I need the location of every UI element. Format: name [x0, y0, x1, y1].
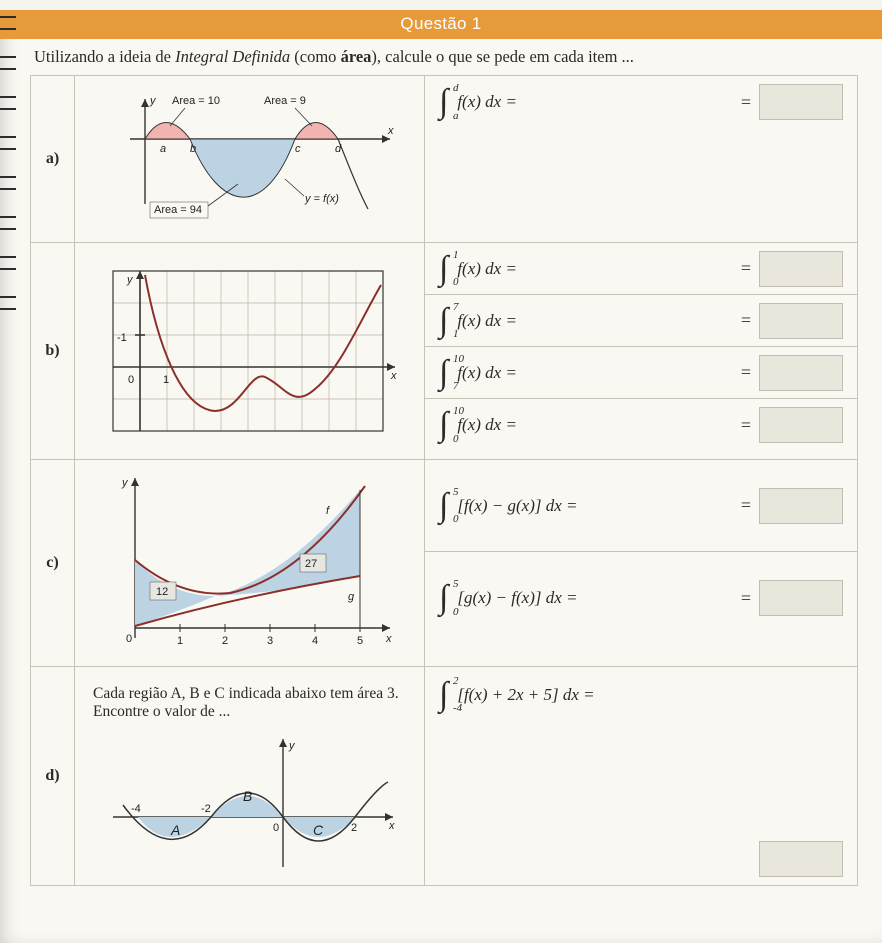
svg-text:2: 2 [351, 822, 357, 834]
label-b: b) [31, 243, 75, 459]
qline-b-4: ∫100f(x) dx = = [425, 399, 857, 451]
question-title: Questão 1 [400, 14, 481, 33]
integral-a: ∫da f(x) dx = [439, 88, 517, 115]
figure-a: a b c d x y Area = 10 Area = 9 Area = 94… [75, 76, 425, 242]
spiral-binding [0, 10, 20, 943]
svg-text:3: 3 [267, 635, 273, 647]
figure-d: Cada região A, B e C indicada abaixo tem… [75, 667, 425, 885]
svg-text:1: 1 [163, 374, 169, 386]
row-b: b) [31, 243, 857, 460]
svg-text:2: 2 [222, 635, 228, 647]
worksheet-page: Questão 1 Utilizando a ideia de Integral… [0, 10, 882, 943]
qline-c-1: ∫50[f(x) − g(x)] dx = = [425, 460, 857, 552]
svg-text:x: x [387, 125, 394, 137]
row-d: d) Cada região A, B e C indicada abaixo … [31, 667, 857, 885]
svg-text:0: 0 [126, 633, 132, 645]
svg-text:x: x [390, 370, 397, 382]
svg-text:0: 0 [128, 374, 134, 386]
svg-text:A: A [170, 822, 180, 838]
qline-d-1: ∫2-4[f(x) + 2x + 5] dx = [425, 667, 857, 719]
svg-text:C: C [313, 822, 324, 838]
svg-text:B: B [243, 788, 252, 804]
figure-c: 0 1 2 3 4 5 x y [75, 460, 425, 666]
questions-d: ∫2-4[f(x) + 2x + 5] dx = [425, 667, 857, 885]
svg-text:-2: -2 [201, 803, 211, 815]
svg-text:12: 12 [156, 586, 168, 598]
answer-box-b2[interactable] [759, 303, 843, 339]
answer-box-d[interactable] [759, 841, 843, 877]
svg-text:c: c [295, 143, 301, 155]
svg-text:0: 0 [273, 822, 279, 834]
questions-b: ∫10f(x) dx = = ∫71f(x) dx = = ∫107f(x) d… [425, 243, 857, 459]
label-a: a) [31, 76, 75, 242]
qline-d-ans [425, 833, 857, 885]
answer-box-c1[interactable] [759, 488, 843, 524]
svg-text:Area = 94: Area = 94 [154, 204, 202, 216]
answer-box-b4[interactable] [759, 407, 843, 443]
svg-text:y: y [149, 95, 157, 107]
svg-text:27: 27 [305, 558, 317, 570]
label-d: d) [31, 667, 75, 885]
label-c: c) [31, 460, 75, 666]
answer-box-a[interactable] [759, 84, 843, 120]
svg-text:b: b [190, 143, 196, 155]
svg-text:a: a [160, 143, 166, 155]
answer-box-b1[interactable] [759, 251, 843, 287]
intro-text: Utilizando a ideia de Integral Definida … [0, 47, 882, 75]
svg-text:-1: -1 [117, 332, 127, 344]
svg-text:x: x [385, 633, 392, 645]
svg-text:1: 1 [177, 635, 183, 647]
svg-text:Area = 10: Area = 10 [172, 95, 220, 107]
qline-a-1: ∫da f(x) dx = = [425, 76, 857, 128]
svg-text:4: 4 [312, 635, 318, 647]
svg-text:-4: -4 [131, 803, 141, 815]
qline-c-2: ∫50[g(x) − f(x)] dx = = [425, 552, 857, 644]
answer-box-c2[interactable] [759, 580, 843, 616]
svg-text:y = f(x): y = f(x) [304, 193, 339, 205]
qline-b-2: ∫71f(x) dx = = [425, 295, 857, 347]
qline-b-3: ∫107f(x) dx = = [425, 347, 857, 399]
figure-b: 0 1 -1 x y [75, 243, 425, 459]
svg-text:d: d [335, 143, 342, 155]
svg-text:5: 5 [357, 635, 363, 647]
svg-text:y: y [126, 274, 134, 286]
svg-text:y: y [121, 477, 129, 489]
answer-box-b3[interactable] [759, 355, 843, 391]
questions-table: a) a [30, 75, 858, 886]
svg-text:g: g [348, 591, 355, 603]
equals-sign: = [741, 92, 751, 113]
row-a: a) a [31, 76, 857, 243]
svg-text:y: y [288, 740, 296, 752]
svg-text:Area = 9: Area = 9 [264, 95, 306, 107]
svg-text:x: x [388, 820, 395, 832]
svg-text:f: f [326, 505, 330, 517]
row-c: c) 0 1 2 3 [31, 460, 857, 667]
qline-b-1: ∫10f(x) dx = = [425, 243, 857, 295]
question-title-bar: Questão 1 [0, 10, 882, 39]
d-description: Cada região A, B e C indicada abaixo tem… [83, 675, 416, 727]
questions-c: ∫50[f(x) − g(x)] dx = = ∫50[g(x) − f(x)]… [425, 460, 857, 666]
questions-a: ∫da f(x) dx = = [425, 76, 857, 242]
